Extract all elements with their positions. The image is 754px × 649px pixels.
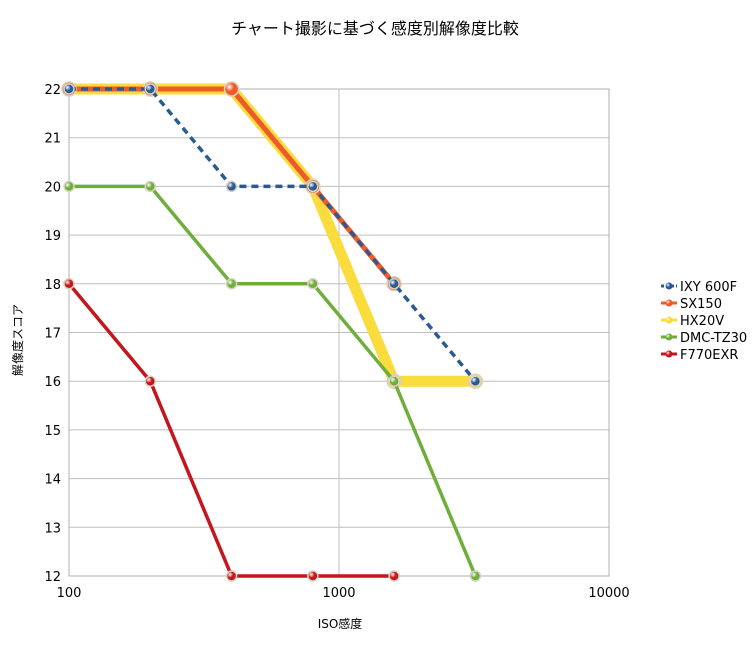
y-tick-label: 15	[44, 424, 61, 439]
data-point	[223, 81, 240, 97]
data-point	[307, 278, 319, 290]
x-tick-label: 100	[57, 586, 82, 601]
series-dmc-tz30	[63, 180, 482, 582]
series-f770exr	[63, 278, 400, 582]
y-tick-label: 16	[44, 375, 61, 390]
x-tick-label: 1000	[322, 586, 355, 601]
legend: IXY 600F SX150 HX20V DMC-TZ30 F770EXR	[661, 280, 747, 363]
legend-swatch-marker	[665, 316, 673, 324]
chart-title: チャート撮影に基づく感度別解像度比較	[231, 19, 519, 38]
y-tick-label: 21	[44, 132, 61, 147]
legend-swatch-marker	[665, 350, 673, 358]
x-axis-label: ISO感度	[318, 616, 363, 631]
x-tick-label: 10000	[588, 586, 629, 601]
legend-item: F770EXR	[661, 348, 738, 363]
data-point	[63, 83, 75, 95]
legend-label: F770EXR	[680, 348, 738, 363]
legend-swatch-marker	[665, 333, 673, 341]
y-tick-label: 17	[44, 327, 61, 342]
grid	[68, 88, 610, 577]
data-point	[144, 83, 157, 95]
y-tick-label: 18	[44, 278, 61, 293]
data-point	[63, 278, 75, 290]
data-point	[225, 180, 238, 193]
series-line	[69, 87, 477, 383]
tick-labels: 12 13 14 15 16 17 18 19 20 21 22 100 1000 10000	[44, 83, 629, 601]
legend-item: DMC-TZ30	[661, 331, 747, 346]
legend-swatch-marker	[665, 299, 673, 307]
data-point	[388, 570, 400, 582]
series-line	[69, 184, 478, 577]
legend-label: IXY 600F	[680, 280, 737, 295]
data-point	[63, 180, 75, 193]
series	[61, 81, 484, 582]
data-point	[144, 375, 157, 387]
y-tick-label: 14	[44, 473, 61, 488]
data-point	[225, 278, 238, 290]
legend-item: HX20V	[661, 314, 724, 329]
y-tick-label: 22	[44, 83, 61, 98]
y-tick-label: 13	[44, 521, 61, 536]
y-tick-label: 20	[44, 180, 61, 195]
y-tick-label: 12	[44, 570, 61, 585]
series-ixy-600f	[63, 83, 482, 387]
data-point	[307, 180, 319, 193]
y-axis-label: 解像度スコア	[10, 304, 25, 376]
data-point	[388, 375, 400, 387]
legend-label: SX150	[680, 297, 722, 312]
data-point	[469, 375, 482, 387]
legend-item: SX150	[661, 297, 722, 312]
data-point	[307, 570, 319, 582]
data-point	[225, 570, 238, 582]
legend-label: DMC-TZ30	[680, 331, 747, 346]
legend-label: HX20V	[680, 314, 724, 329]
y-tick-label: 19	[44, 229, 61, 244]
data-point	[388, 278, 400, 290]
data-point	[469, 570, 482, 582]
legend-swatch-marker	[665, 282, 673, 290]
data-point	[144, 180, 157, 193]
legend-item: IXY 600F	[661, 280, 737, 295]
